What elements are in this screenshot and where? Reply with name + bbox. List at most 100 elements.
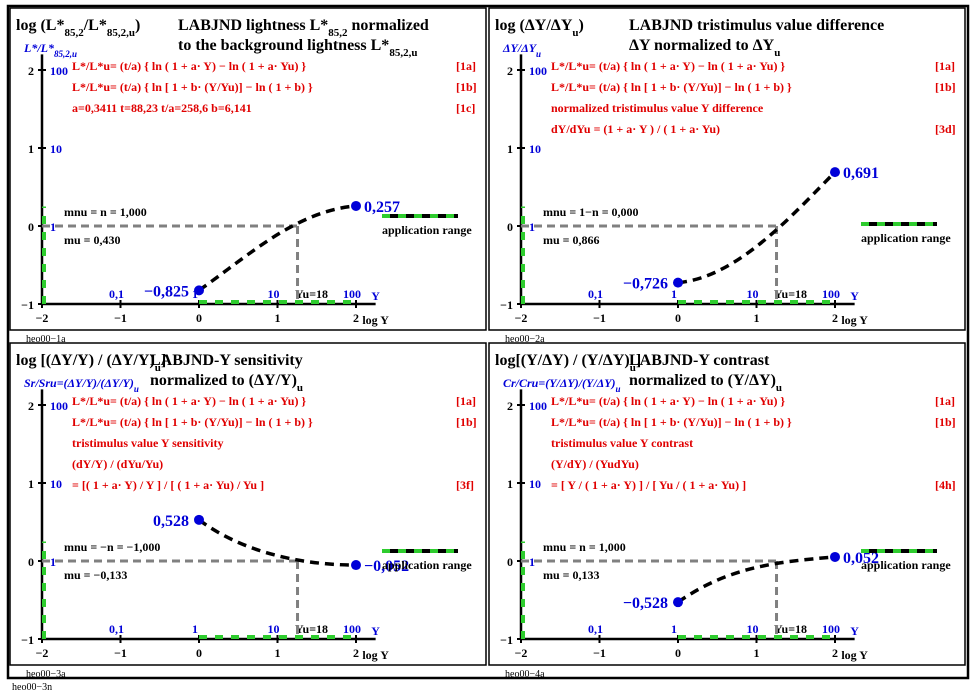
- model-curve: [676, 555, 836, 604]
- x-linear-label: 1: [671, 287, 677, 301]
- start-value-label: −0,528: [623, 595, 668, 612]
- panel-id: heo00−2a: [505, 334, 545, 345]
- panel-title-right: LABJND tristimulus value difference: [629, 17, 884, 34]
- y-tick-label: 1: [507, 142, 513, 156]
- y-axis-label: Cr/Cru=(Y/ΔY)/(Y/ΔY)u: [503, 376, 621, 394]
- y-tick-label: −1: [500, 298, 513, 312]
- x-top-label: Y: [850, 289, 859, 303]
- x-tick-label: 2: [832, 311, 838, 325]
- application-range-label: application range: [382, 223, 472, 237]
- y-axis-label-text: L*/L*: [23, 41, 55, 55]
- y-tick-label: 2: [507, 64, 513, 78]
- curve-end-point: [351, 200, 361, 211]
- x-tick-label: −2: [515, 646, 528, 660]
- panel-title-right: LABJND-Y sensitivity: [150, 352, 303, 369]
- title-left-part: ): [135, 17, 140, 34]
- x-linear-label: 0,1: [109, 287, 124, 301]
- x-tick-label: −1: [593, 646, 606, 660]
- y-tick-label: 0: [28, 220, 34, 234]
- panel-p4: log[(Y/ΔY) / (Y/ΔY)u]LABJND-Y contrastno…: [488, 342, 966, 680]
- start-value-label: −0,825: [144, 283, 189, 300]
- x-linear-label: 1: [192, 287, 198, 301]
- end-value-label: −0,052: [364, 558, 409, 575]
- x-linear-label: 0,1: [588, 622, 603, 636]
- panel-p2: log (ΔY/ΔYu) LABJND tristimulus value dif…: [488, 7, 966, 345]
- title-right-part: LABJND tristimulus value difference: [629, 17, 884, 34]
- y-linear-label: 10: [529, 477, 541, 491]
- formula-line: L*/L*u= (t/a) { ln [ 1 + b· (Y/Yu)] − ln…: [551, 80, 792, 94]
- panel-title-left: log (ΔY/ΔYu): [495, 17, 584, 39]
- formula-tag: [1a]: [456, 394, 476, 408]
- x-tick-label: 1: [754, 646, 760, 660]
- formula-line: dY/dYu = (1 + a· Y ) / ( 1 + a· Yu): [551, 122, 720, 136]
- formula-tag: [3f]: [456, 478, 474, 492]
- title-right-part: LABJND lightness L*: [178, 17, 328, 34]
- x-axis-title: log Y: [841, 313, 868, 327]
- slope-mnu: mnu = n = 1,000: [64, 205, 147, 219]
- title-left-part: ): [579, 17, 584, 34]
- panel-frame: [9, 342, 487, 666]
- model-curve: [677, 170, 837, 285]
- yu-label: Yu=18: [295, 622, 328, 636]
- title-right-sub: 85,2: [328, 27, 348, 39]
- x-tick-label: −2: [36, 311, 49, 325]
- slope-mnu: mnu = 1−n = 0,000: [543, 205, 639, 219]
- title-left-sub: 85,2: [64, 27, 84, 39]
- formula-line: normalized tristimulus value Y differenc…: [551, 101, 764, 115]
- start-value-label: −0,726: [623, 276, 668, 293]
- slope-mu: mu = 0,866: [543, 233, 600, 247]
- x-tick-label: 0: [675, 311, 681, 325]
- model-curve: [197, 204, 357, 292]
- yu-label: Yu=18: [774, 287, 807, 301]
- x-axis-title: log Y: [362, 313, 389, 327]
- x-linear-label: 10: [268, 622, 280, 636]
- panel-title-right-line2: normalized to (ΔY/Y)u: [150, 372, 303, 394]
- formula-tag: [1c]: [456, 101, 475, 115]
- title-left-sub: u: [630, 362, 636, 374]
- application-range-label: application range: [382, 558, 472, 572]
- title-left-part: ]: [636, 352, 641, 369]
- panel-frame: [9, 7, 487, 331]
- panel-title-left: log (L*85,2/L*85,2,u): [16, 17, 140, 39]
- x-tick-label: −2: [515, 311, 528, 325]
- y-linear-label: 1: [50, 220, 56, 234]
- y-axis-label-text: Cr/Cru=(Y/ΔY)/(Y/ΔY): [503, 376, 616, 390]
- title-right-part: normalized to (Y/ΔY): [629, 372, 776, 389]
- yu-label: Yu=18: [295, 287, 328, 301]
- x-linear-label: 0,1: [588, 287, 603, 301]
- end-value-label: 0,257: [364, 199, 400, 216]
- curve-start-point: [673, 277, 683, 288]
- y-axis-label-text: ΔY/ΔY: [502, 41, 538, 55]
- title-right-part: LABJND-Y contrast: [629, 352, 770, 369]
- formula-tag: [1b]: [935, 80, 956, 94]
- title-right-sub: u: [774, 47, 780, 59]
- x-top-label: Y: [850, 624, 859, 638]
- x-linear-label: 1: [671, 622, 677, 636]
- x-tick-label: 0: [196, 311, 202, 325]
- x-tick-label: 0: [675, 646, 681, 660]
- panel-frame: [488, 342, 966, 666]
- x-top-label: Y: [371, 289, 380, 303]
- x-tick-label: 1: [275, 646, 281, 660]
- panel-title-right-line2: to the background lightness L*85,2,u: [178, 37, 417, 59]
- y-linear-label: 1: [50, 555, 56, 569]
- formula-line: L*/L*u= (t/a) { ln ( 1 + a· Y) − ln ( 1 …: [72, 59, 306, 73]
- x-tick-label: −2: [36, 646, 49, 660]
- formula-tag: [1a]: [456, 59, 476, 73]
- title-right-sub: 85,2,u: [389, 47, 417, 59]
- formula-line: tristimulus value Y contrast: [551, 436, 693, 450]
- panel-title-right: LABJND lightness L*85,2 normalized: [178, 17, 429, 39]
- title-left-part: log (ΔY/ΔY: [495, 17, 573, 34]
- panel-id: heo00−1a: [26, 334, 66, 345]
- formula-line: (Y/dY) / (YudYu): [551, 457, 639, 471]
- y-axis-label: ΔY/ΔYu: [502, 41, 541, 59]
- formula-tag: [1a]: [935, 394, 955, 408]
- x-tick-label: −1: [114, 311, 127, 325]
- formula-line: = [( 1 + a· Y) / Y ] / [ ( 1 + a· Yu) / …: [72, 478, 264, 492]
- formula-line: = [ Y / ( 1 + a· Y) ] / [ Yu / ( 1 + a· …: [551, 478, 746, 492]
- x-linear-label: 10: [747, 287, 759, 301]
- panel-p3: log [(ΔY/Y) / (ΔY/Y)u]LABJND-Y sensitivi…: [9, 342, 487, 680]
- x-axis-title: log Y: [841, 648, 868, 662]
- slope-mu: mu = −0,133: [64, 568, 127, 582]
